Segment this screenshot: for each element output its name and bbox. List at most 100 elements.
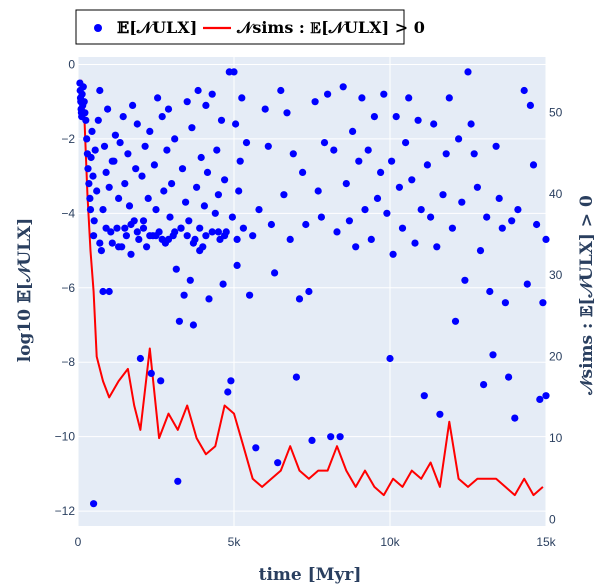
- scatter-point: [489, 351, 497, 359]
- scatter-point: [214, 228, 222, 236]
- scatter-point: [196, 224, 204, 232]
- x-axis-ticks: 0 5k 10k 15k: [75, 535, 557, 549]
- scatter-point: [458, 198, 466, 206]
- scatter-point: [221, 176, 229, 184]
- scatter-point: [277, 86, 285, 95]
- scatter-point: [470, 150, 478, 158]
- scatter-point: [87, 153, 95, 162]
- scatter-point: [442, 150, 450, 158]
- scatter-point: [501, 299, 509, 307]
- scatter-point: [405, 94, 413, 102]
- scatter-point: [317, 213, 325, 221]
- scatter-point: [370, 113, 378, 121]
- scatter-point: [205, 295, 213, 303]
- scatter-point: [451, 317, 460, 325]
- scatter-point: [333, 228, 341, 236]
- scatter-point: [154, 94, 162, 102]
- scatter-point: [146, 127, 154, 135]
- scatter-point: [523, 280, 531, 288]
- scatter-point: [88, 127, 96, 135]
- scatter-point: [199, 243, 207, 251]
- scatter-point: [79, 83, 87, 91]
- scatter-point: [189, 321, 197, 329]
- scatter-point: [174, 477, 182, 485]
- scatter-point: [150, 161, 158, 169]
- scatter-point: [93, 187, 101, 195]
- x-axis-label: time [Myr]: [259, 565, 362, 585]
- scatter-point: [271, 269, 279, 277]
- left-y-axis-ticks: 0 −2 −4 −6 −8 −10 −12: [55, 57, 76, 518]
- scatter-point: [208, 228, 216, 236]
- scatter-point: [143, 243, 151, 251]
- scatter-point: [121, 224, 129, 232]
- left-y-tick-label: −10: [55, 430, 76, 444]
- scatter-point: [476, 247, 485, 255]
- scatter-point: [81, 109, 89, 117]
- scatter-point: [135, 235, 143, 243]
- scatter-point: [129, 101, 137, 109]
- scatter-point: [89, 172, 97, 180]
- scatter-point: [267, 220, 275, 229]
- scatter-point: [85, 180, 93, 188]
- scatter-point: [133, 120, 141, 128]
- scatter-point: [514, 206, 522, 214]
- scatter-point: [377, 168, 385, 176]
- scatter-point: [330, 146, 338, 154]
- scatter-point: [217, 116, 226, 124]
- scatter-point: [119, 113, 127, 121]
- scatter-point: [383, 209, 391, 217]
- scatter-point: [349, 127, 357, 135]
- scatter-point: [108, 157, 116, 165]
- scatter-point: [380, 90, 388, 98]
- scatter-point: [242, 139, 251, 147]
- scatter-point: [133, 228, 141, 236]
- scatter-point: [498, 224, 506, 232]
- scatter-series-layer: [76, 68, 550, 508]
- scatter-point: [423, 161, 431, 169]
- scatter-point: [182, 198, 190, 206]
- scatter-point: [473, 183, 481, 191]
- scatter-point: [221, 232, 229, 240]
- scatter-point: [214, 191, 222, 199]
- scatter-point: [104, 105, 112, 113]
- scatter-point: [102, 224, 110, 232]
- scatter-point: [361, 206, 369, 214]
- scatter-point: [96, 86, 104, 95]
- scatter-point: [367, 235, 375, 243]
- scatter-point: [91, 146, 99, 154]
- scatter-point: [402, 139, 410, 147]
- scatter-point: [90, 500, 98, 508]
- scatter-point: [327, 433, 335, 441]
- scatter-point: [160, 187, 168, 195]
- scatter-point: [238, 94, 246, 102]
- scatter-point: [157, 377, 165, 385]
- scatter-point: [388, 157, 396, 165]
- scatter-point: [511, 414, 519, 422]
- scatter-point: [246, 291, 254, 299]
- scatter-point: [542, 392, 550, 400]
- scatter-point: [542, 235, 550, 243]
- scatter-point: [420, 392, 428, 400]
- scatter-point: [189, 239, 197, 247]
- scatter-point: [185, 217, 193, 225]
- scatter-point: [264, 142, 272, 150]
- right-y-tick-label: 10: [549, 431, 563, 445]
- scatter-point: [115, 243, 123, 251]
- scatter-point: [194, 86, 202, 95]
- left-y-axis-label: log10 𝔼[𝒩ULX]: [15, 218, 35, 363]
- scatter-point: [228, 213, 236, 221]
- scatter-point: [147, 369, 155, 377]
- scatter-point: [183, 232, 191, 240]
- scatter-point: [136, 354, 144, 363]
- scatter-point: [358, 94, 366, 102]
- scatter-point: [495, 194, 503, 202]
- left-y-tick-label: −6: [61, 281, 75, 295]
- left-y-tick-label: −4: [61, 206, 75, 220]
- scatter-point: [180, 291, 188, 299]
- scatter-point: [533, 220, 541, 229]
- scatter-point: [529, 161, 538, 169]
- scatter-point: [144, 194, 152, 202]
- scatter-point: [486, 287, 494, 296]
- scatter-point: [100, 142, 109, 150]
